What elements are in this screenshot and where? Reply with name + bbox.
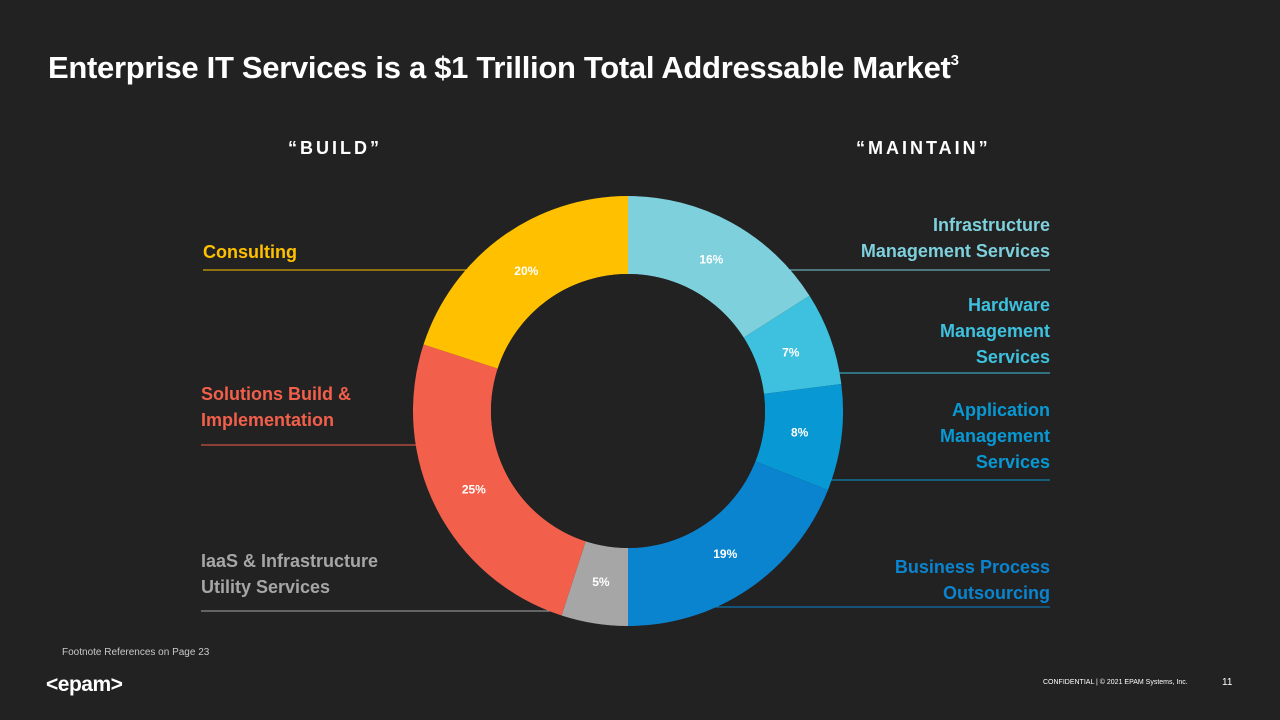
slice-percent-label: 7% bbox=[782, 345, 800, 359]
slice-percent-label: 8% bbox=[791, 426, 809, 440]
label-infrastructure-management: Infrastructure Management Services bbox=[861, 212, 1050, 264]
label-consulting: Consulting bbox=[203, 239, 297, 265]
label-line: Management bbox=[939, 426, 1050, 446]
label-line: Business Process bbox=[894, 557, 1050, 577]
label-line: Hardware bbox=[967, 295, 1050, 315]
label-business-process-outsourcing: Business Process Outsourcing bbox=[895, 554, 1050, 606]
donut-slice-business-process-outsourcing bbox=[628, 461, 828, 626]
page-title: Enterprise IT Services is a $1 Trillion … bbox=[48, 50, 959, 86]
label-line: Services bbox=[975, 452, 1050, 472]
slice-percent-label: 5% bbox=[592, 575, 610, 589]
donut-hole bbox=[491, 274, 765, 548]
donut-slice-consulting bbox=[423, 196, 628, 369]
slice-percent-label: 20% bbox=[514, 264, 538, 278]
group-heading-build: “BUILD” bbox=[288, 138, 382, 158]
page-number: 11 bbox=[1222, 677, 1233, 688]
label-line: Management bbox=[939, 321, 1050, 341]
epam-logo: <epam> bbox=[46, 673, 123, 696]
slice-percent-label: 25% bbox=[462, 483, 486, 497]
page-title-text: Enterprise IT Services is a $1 Trillion … bbox=[48, 50, 951, 85]
label-line: Consulting bbox=[203, 242, 297, 262]
slice-percent-label: 16% bbox=[699, 252, 723, 266]
donut-slice-solutions-build-implementation bbox=[413, 344, 586, 616]
page-title-superscript: 3 bbox=[950, 51, 959, 69]
label-line: Solutions Build & bbox=[201, 384, 351, 404]
label-line: Infrastructure bbox=[932, 215, 1050, 235]
label-line: Services bbox=[975, 347, 1050, 367]
group-heading-maintain: “MAINTAIN” bbox=[856, 138, 991, 158]
label-iaas-infrastructure: IaaS & Infrastructure Utility Services bbox=[201, 548, 378, 600]
label-application-management: Application Management Services bbox=[940, 397, 1050, 475]
label-line: IaaS & Infrastructure bbox=[201, 551, 379, 571]
donut-slice-iaas-infrastructure-utility-services bbox=[561, 541, 628, 626]
label-line: Outsourcing bbox=[943, 583, 1050, 603]
label-line: Management Services bbox=[860, 241, 1050, 261]
donut-slice-application-management-services bbox=[755, 384, 844, 491]
slice-percent-label: 19% bbox=[713, 547, 737, 561]
donut-slice-hardware-management-services bbox=[743, 295, 842, 394]
label-hardware-management: Hardware Management Services bbox=[940, 292, 1050, 370]
donut-slice-infrastructure-management-services bbox=[628, 196, 810, 338]
label-line: Application bbox=[952, 400, 1050, 420]
confidential-notice: CONFIDENTIAL | © 2021 EPAM Systems, Inc. bbox=[1043, 679, 1188, 686]
label-solutions-build: Solutions Build & Implementation bbox=[201, 381, 351, 433]
footnote: Footnote References on Page 23 bbox=[62, 647, 210, 658]
label-line: Implementation bbox=[201, 410, 335, 430]
label-line: Utility Services bbox=[201, 577, 331, 597]
